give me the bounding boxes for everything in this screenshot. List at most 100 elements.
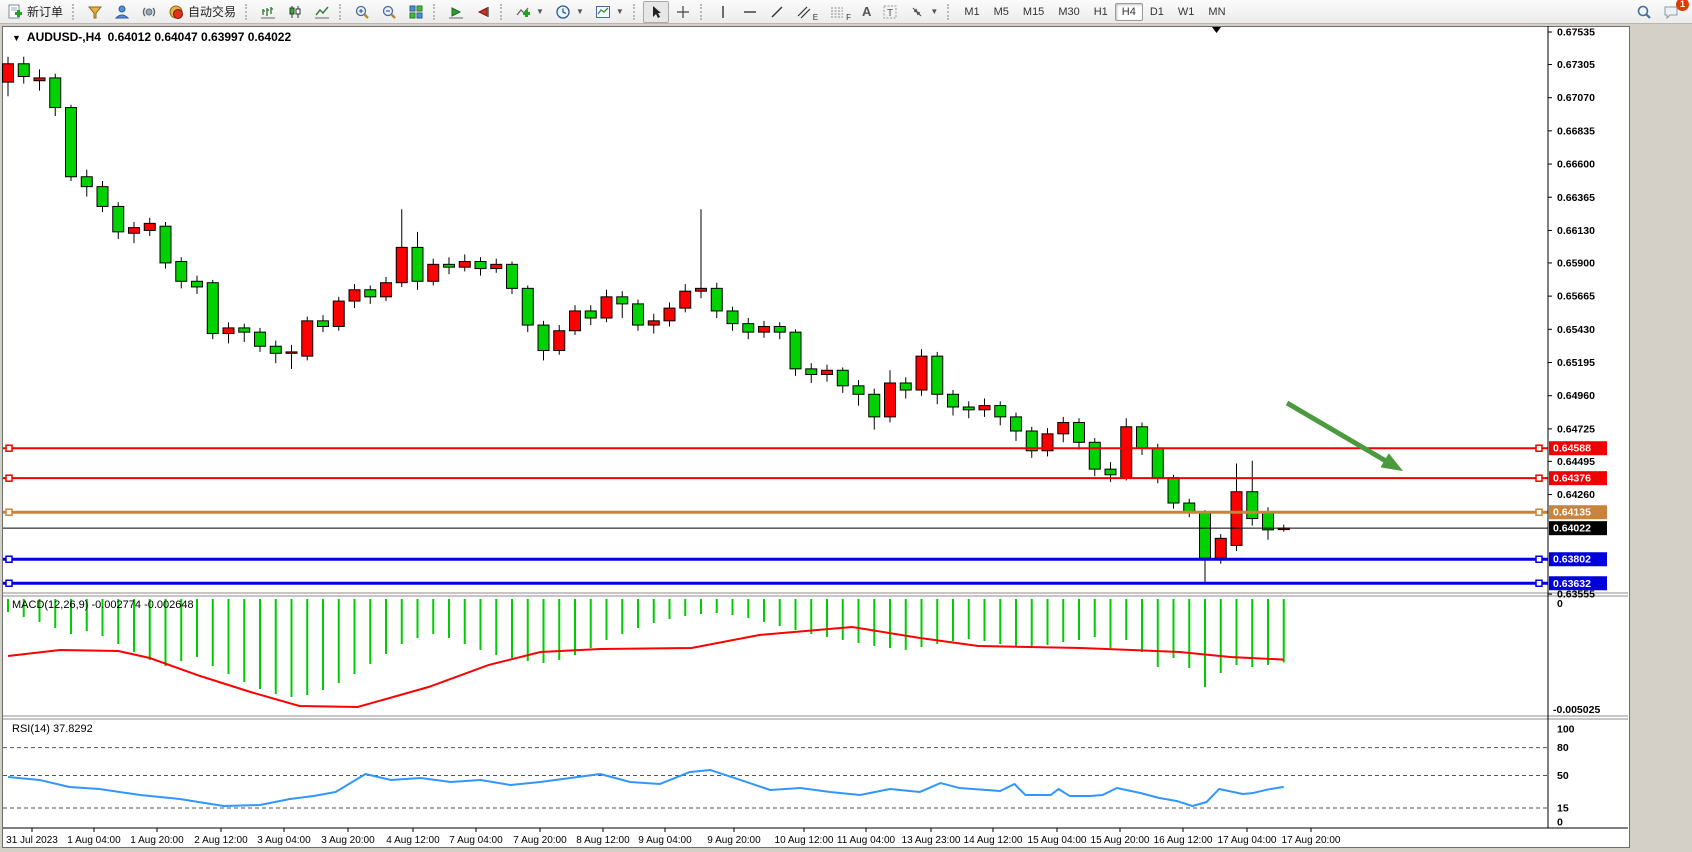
auto-scroll-button[interactable] [443, 1, 469, 23]
funnel-icon [87, 6, 103, 18]
fibonacci-tool-letter: F [846, 12, 852, 22]
vertical-line-tool-button[interactable] [710, 1, 736, 23]
periods-button[interactable]: ▼ [550, 1, 589, 23]
bar-chart-icon [261, 6, 276, 18]
zoom-out-icon [382, 5, 396, 19]
chart-shift-button[interactable] [470, 1, 496, 23]
timeframe-button-d1[interactable]: D1 [1149, 5, 1164, 18]
main-toolbar: 新订单 自动交易 [0, 0, 1692, 24]
channel-tool-button[interactable]: E [791, 1, 823, 23]
timeframe-button-m30[interactable]: M30 [1058, 5, 1080, 18]
trendline-tool-button[interactable] [764, 1, 790, 23]
zoom-in-icon [355, 5, 369, 19]
zoom-out-button[interactable] [376, 1, 402, 23]
equidistant-channel-icon [797, 6, 811, 18]
arrows-caret-icon: ▼ [930, 7, 939, 16]
line-chart-icon [315, 6, 330, 18]
support-line-1-handle-left[interactable] [5, 555, 13, 563]
text-tool-button[interactable]: A [857, 1, 876, 23]
horizontal-line-tool-button[interactable] [737, 1, 763, 23]
auto-trading-button[interactable]: 自动交易 [163, 1, 241, 23]
indicators-icon [516, 7, 531, 17]
support-line-2-handle-left[interactable] [5, 579, 13, 588]
timeframe-button-m5[interactable]: M5 [993, 5, 1009, 18]
fibonacci-icon [831, 7, 844, 17]
channel-tool-letter: E [812, 12, 819, 22]
new-order-button[interactable]: 新订单 [2, 1, 68, 23]
indicators-caret-icon: ▼ [536, 7, 544, 16]
toolbar-grip [947, 3, 952, 20]
periods-caret-icon: ▼ [575, 7, 584, 16]
vertical-line-icon [722, 5, 724, 18]
cursor-icon [652, 5, 661, 18]
horizontal-line-icon [743, 10, 756, 13]
toolbar-grip [72, 3, 77, 20]
tile-windows-button[interactable] [403, 1, 429, 23]
fibonacci-tool-button[interactable]: F [824, 1, 856, 23]
line-chart-button[interactable] [309, 1, 335, 23]
new-order-icon [8, 4, 22, 18]
orange-level-line-handle-left[interactable] [5, 508, 13, 516]
person-icon [114, 5, 130, 18]
tile-windows-icon [409, 5, 423, 18]
resistance-line-1-handle-left[interactable] [5, 444, 13, 452]
chart-title-collapse-icon[interactable]: ▼ [12, 33, 21, 43]
timeframe-button-m1[interactable]: M1 [964, 5, 980, 18]
timeframe-button-m15[interactable]: M15 [1022, 5, 1045, 18]
arrows-tool-icon [912, 7, 922, 16]
timeframe-button-h1[interactable]: H1 [1093, 5, 1108, 18]
timeframe-button-w1[interactable]: W1 [1177, 5, 1195, 18]
radar-icon [142, 7, 156, 16]
notifications-button[interactable]: 1 [1658, 0, 1689, 23]
chart-symbol-period: AUDUSD-,H4 [26, 30, 101, 44]
svg-text:T: T [887, 8, 893, 19]
toolbar-grip [699, 3, 705, 20]
timeframe-button-mn[interactable]: MN [1208, 5, 1226, 18]
search-button[interactable] [1631, 1, 1657, 23]
chart-window[interactable] [2, 26, 1630, 848]
crosshair-tool-button[interactable] [670, 1, 696, 23]
timeframe-button-h4[interactable]: H4 [1114, 2, 1143, 21]
support-line-2-handle-right[interactable] [1535, 579, 1543, 588]
cursor-tool-button[interactable] [642, 0, 669, 23]
chart-quote-ohlc: 0.64012 0.64047 0.63997 0.64022 [107, 30, 292, 44]
macd-indicator-label: MACD(12,26,9) -0.002774 -0.002648 [12, 599, 194, 611]
new-order-label: 新订单 [27, 5, 64, 19]
crosshair-icon [676, 5, 689, 18]
indicators-button[interactable]: ▼ [510, 1, 549, 23]
toolbar-grip [500, 3, 505, 20]
orange-level-line-handle-right[interactable] [1535, 508, 1543, 516]
annotation-arrow[interactable] [1285, 400, 1393, 467]
search-icon [1637, 5, 1651, 19]
toolbar-grip [245, 3, 250, 20]
zoom-in-button[interactable] [349, 1, 375, 23]
signals-button[interactable] [136, 1, 162, 23]
timeframe-switcher: M1 M5 M15 M30 H1 H4 D1 W1 MN [957, 2, 1232, 21]
auto-scroll-icon [449, 6, 464, 18]
rsi-indicator-label: RSI(14) 37.8292 [12, 723, 93, 735]
resistance-line-2-handle-left[interactable] [5, 474, 13, 482]
chart-title: ▼ AUDUSD-,H4 0.64012 0.64047 0.63997 0.64… [12, 30, 291, 44]
bar-chart-button[interactable] [255, 1, 281, 23]
chart-shift-icon [477, 6, 489, 17]
support-line-1-handle-right[interactable] [1535, 555, 1543, 563]
resistance-line-1-handle-right[interactable] [1535, 444, 1543, 452]
text-label-icon: T [883, 5, 897, 19]
templates-button[interactable]: ▼ [590, 1, 629, 23]
text-label-tool-button[interactable]: T [877, 1, 903, 23]
toolbar-grip [433, 3, 438, 20]
notification-badge: 1 [1676, 0, 1689, 11]
trendline-icon [771, 6, 783, 17]
candlestick-chart-icon [289, 5, 301, 18]
market-watch-button[interactable] [109, 1, 135, 23]
toolbar-grip [339, 3, 344, 20]
auto-trading-label: 自动交易 [188, 5, 237, 19]
candlestick-chart-button[interactable] [282, 1, 308, 23]
text-tool-icon: A [862, 4, 872, 19]
styler-button[interactable] [82, 1, 108, 23]
annotation-arrow-head[interactable] [1380, 453, 1404, 472]
arrows-tool-button[interactable]: ▼ [904, 1, 943, 23]
auto-trading-icon [169, 5, 184, 19]
resistance-line-2-handle-right[interactable] [1535, 474, 1543, 482]
chart-shift-marker[interactable] [1212, 27, 1221, 33]
